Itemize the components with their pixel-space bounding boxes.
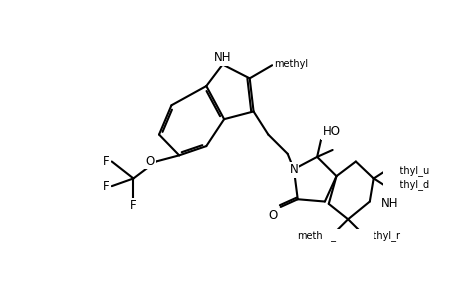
Text: HO: HO [322, 125, 340, 138]
Text: F: F [102, 155, 109, 168]
Text: methyl_r: methyl_r [357, 230, 399, 241]
Text: O: O [145, 155, 154, 168]
Text: N: N [289, 164, 297, 176]
Text: methyl_d: methyl_d [383, 179, 428, 190]
Text: methyl: methyl [273, 59, 307, 70]
Text: F: F [130, 199, 136, 212]
Text: NH: NH [213, 52, 231, 64]
Text: O: O [268, 209, 277, 222]
Text: methyl_u: methyl_u [383, 165, 428, 176]
Text: NH: NH [380, 196, 397, 210]
Text: F: F [102, 180, 109, 193]
Text: methyl_l: methyl_l [297, 230, 338, 241]
